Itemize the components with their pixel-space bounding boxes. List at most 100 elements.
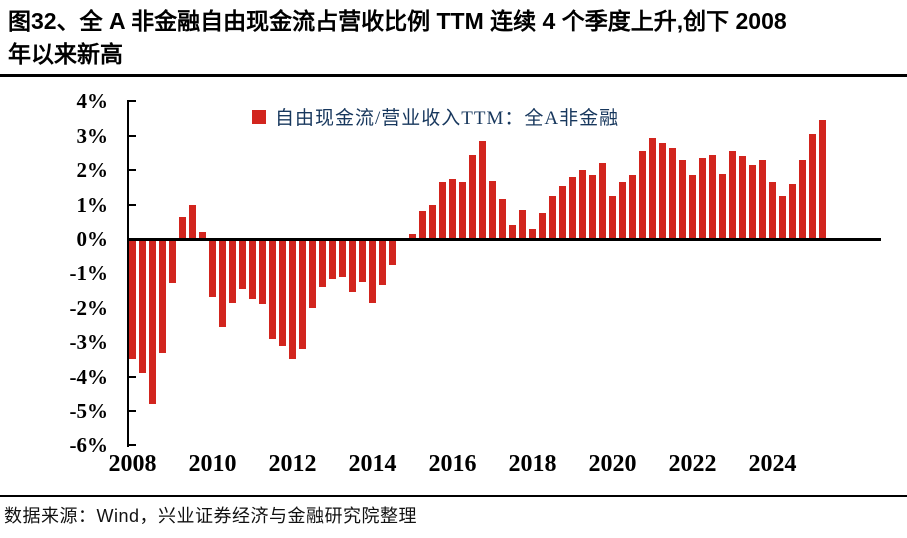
bar-2020Q1 [609, 196, 616, 239]
y-tick-label: 0% [76, 227, 109, 251]
y-tick-label: 3% [76, 123, 109, 148]
bar-2020Q3 [629, 175, 636, 239]
y-tick-label: -2% [69, 295, 109, 320]
bar-2011Q3 [269, 239, 276, 339]
bar-2021Q1 [649, 137, 656, 239]
bar-2023Q3 [749, 165, 756, 239]
bar-2025Q1 [809, 134, 816, 239]
bar-2012Q4 [319, 239, 326, 288]
bar-2008Q4 [159, 239, 166, 353]
bar-2017Q2 [499, 199, 506, 239]
bar-2024Q2 [779, 196, 786, 239]
x-tick-label-2020: 2020 [588, 451, 637, 477]
bar-2011Q1 [249, 239, 256, 300]
bar-2008Q2 [139, 239, 146, 374]
y-axis-tick [127, 100, 136, 103]
bar-2018Q3 [549, 196, 556, 239]
bar-2024Q1 [769, 182, 776, 239]
y-tick-label: -4% [69, 364, 109, 389]
bar-2013Q3 [349, 239, 356, 293]
bar-2013Q1 [329, 239, 336, 279]
bar-2008Q1 [129, 239, 136, 360]
y-tick-label: 1% [76, 192, 109, 217]
x-tick-label-2024: 2024 [748, 451, 797, 477]
bar-2015Q4 [439, 182, 446, 239]
y-tick-label: 2% [76, 158, 109, 183]
bar-2019Q1 [569, 177, 576, 239]
bar-2012Q1 [289, 239, 296, 360]
bar-2023Q2 [739, 156, 746, 239]
bar-2018Q4 [559, 185, 566, 239]
bar-2024Q4 [799, 159, 806, 239]
bar-2020Q4 [639, 151, 646, 239]
figure-title-line1: 图32、全 A 非金融自由现金流占营收比例 TTM 连续 4 个季度上升,创下 … [8, 8, 787, 34]
x-tick-label-2022: 2022 [668, 451, 717, 477]
y-axis-tick [127, 375, 136, 378]
bar-2010Q4 [239, 239, 246, 289]
bar-2010Q1 [209, 239, 216, 298]
chart-legend: 自由现金流/营业收入TTM：全A非金融 [252, 103, 619, 130]
figure-title-line2: 年以来新高 [8, 41, 123, 67]
bar-2016Q2 [459, 182, 466, 239]
legend-marker-swatch [252, 109, 266, 124]
bar-2009Q1 [169, 239, 176, 283]
bar-2014Q3 [389, 239, 396, 265]
bar-2019Q2 [579, 170, 586, 239]
bar-2013Q2 [339, 239, 346, 277]
figure-title: 图32、全 A 非金融自由现金流占营收比例 TTM 连续 4 个季度上升,创下 … [8, 5, 902, 71]
bar-2009Q4 [199, 232, 206, 239]
bar-2019Q4 [599, 163, 606, 239]
bar-2018Q2 [539, 213, 546, 239]
y-axis-tick [127, 410, 136, 412]
bar-2014Q1 [369, 239, 376, 303]
y-axis-tick [127, 203, 136, 206]
bar-2016Q4 [479, 140, 486, 239]
data-source-note: 数据来源：Wind，兴业证券经济与金融研究院整理 [4, 506, 418, 526]
y-axis-tick [127, 134, 136, 137]
bar-2023Q1 [729, 151, 736, 239]
bar-2009Q3 [189, 204, 196, 239]
bar-2016Q1 [449, 178, 456, 239]
y-tick-label: -5% [69, 399, 109, 423]
bar-2022Q2 [699, 158, 706, 239]
bar-2010Q2 [219, 239, 226, 327]
bar-2021Q4 [679, 159, 686, 239]
bar-2012Q2 [299, 239, 306, 350]
bar-2022Q1 [689, 175, 696, 239]
bar-2025Q2 [819, 120, 826, 239]
bar-2022Q3 [709, 154, 716, 239]
x-tick-label-2008: 2008 [108, 451, 157, 477]
bar-2015Q2 [419, 211, 426, 239]
bar-2016Q3 [469, 154, 476, 239]
bar-2019Q3 [589, 175, 596, 239]
bar-2020Q2 [619, 182, 626, 239]
bar-2018Q1 [529, 228, 536, 239]
y-tick-label: -6% [69, 433, 109, 458]
bar-2014Q2 [379, 239, 386, 286]
bar-2022Q4 [719, 173, 726, 239]
y-tick-label: -1% [69, 261, 109, 286]
y-tick-label: -3% [69, 330, 109, 355]
footer-divider-rule [0, 495, 907, 497]
bar-2017Q1 [489, 180, 496, 239]
bar-2009Q2 [179, 216, 186, 239]
title-divider-rule [0, 74, 907, 77]
y-axis-tick [127, 169, 136, 172]
x-tick-label-2012: 2012 [268, 451, 317, 477]
x-tick-label-2016: 2016 [428, 451, 477, 477]
bar-2021Q2 [659, 142, 666, 239]
bar-2011Q4 [279, 239, 286, 346]
legend-label: 自由现金流/营业收入TTM：全A非金融 [275, 108, 620, 129]
y-axis-tick [127, 444, 136, 447]
bar-2013Q4 [359, 239, 366, 282]
bar-2011Q2 [259, 239, 266, 305]
bar-2023Q4 [759, 159, 766, 239]
bar-2015Q3 [429, 204, 436, 239]
bar-2021Q3 [669, 147, 676, 239]
y-tick-label: 4% [76, 89, 109, 114]
x-tick-label-2014: 2014 [348, 451, 397, 477]
bar-2012Q3 [309, 239, 316, 308]
bar-2017Q3 [509, 225, 516, 239]
